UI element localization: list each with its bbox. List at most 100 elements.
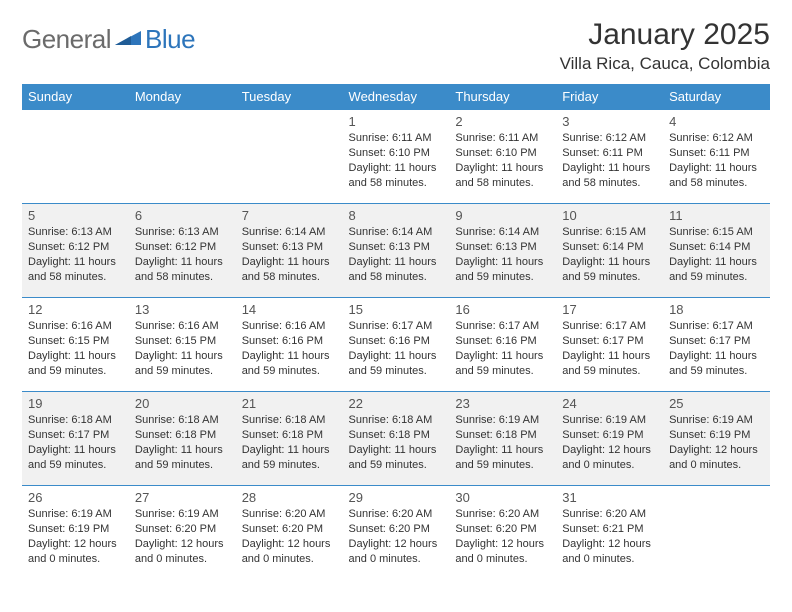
day-info: Sunrise: 6:18 AMSunset: 6:18 PMDaylight:… [242,413,337,472]
day-day1: Daylight: 11 hours [562,349,657,364]
day-sunrise: Sunrise: 6:19 AM [669,413,764,428]
calendar-cell: 22Sunrise: 6:18 AMSunset: 6:18 PMDayligh… [343,392,450,486]
day-number: 4 [669,114,764,129]
day-sunset: Sunset: 6:11 PM [562,146,657,161]
day-day2: and 59 minutes. [669,270,764,285]
day-sunset: Sunset: 6:20 PM [455,522,550,537]
day-day2: and 59 minutes. [455,458,550,473]
day-number: 29 [349,490,444,505]
day-sunset: Sunset: 6:12 PM [135,240,230,255]
calendar-cell: 14Sunrise: 6:16 AMSunset: 6:16 PMDayligh… [236,298,343,392]
day-sunset: Sunset: 6:18 PM [455,428,550,443]
day-day1: Daylight: 11 hours [669,349,764,364]
day-number: 17 [562,302,657,317]
day-info: Sunrise: 6:18 AMSunset: 6:18 PMDaylight:… [349,413,444,472]
calendar-cell [129,110,236,204]
day-sunset: Sunset: 6:15 PM [28,334,123,349]
day-info: Sunrise: 6:19 AMSunset: 6:19 PMDaylight:… [562,413,657,472]
day-info: Sunrise: 6:16 AMSunset: 6:15 PMDaylight:… [135,319,230,378]
day-sunrise: Sunrise: 6:13 AM [28,225,123,240]
day-sunset: Sunset: 6:13 PM [349,240,444,255]
calendar-week: 12 Sunrise: 6:16 AMSunset: 6:15 PMDayligh… [22,298,770,392]
location: Villa Rica, Cauca, Colombia [560,54,770,74]
day-day2: and 58 minutes. [28,270,123,285]
day-day1: Daylight: 12 hours [242,537,337,552]
day-number: 25 [669,396,764,411]
day-sunset: Sunset: 6:18 PM [242,428,337,443]
calendar-cell: 31Sunrise: 6:20 AMSunset: 6:21 PMDayligh… [556,486,663,580]
day-number: 15 [349,302,444,317]
day-sunset: Sunset: 6:14 PM [562,240,657,255]
day-number: 12 [28,302,123,317]
day-info: Sunrise: 6:14 AMSunset: 6:13 PMDaylight:… [349,225,444,284]
day-sunset: Sunset: 6:21 PM [562,522,657,537]
calendar-cell: 15Sunrise: 6:17 AMSunset: 6:16 PMDayligh… [343,298,450,392]
weekday-header: Sunday [22,84,129,110]
day-sunrise: Sunrise: 6:20 AM [455,507,550,522]
day-day1: Daylight: 11 hours [455,255,550,270]
day-sunrise: Sunrise: 6:14 AM [349,225,444,240]
calendar-body: 1Sunrise: 6:11 AMSunset: 6:10 PMDaylight… [22,110,770,580]
day-number: 20 [135,396,230,411]
calendar-week: 26Sunrise: 6:19 AMSunset: 6:19 PMDayligh… [22,486,770,580]
day-day2: and 59 minutes. [28,364,123,379]
day-day1: Daylight: 11 hours [135,443,230,458]
day-info: Sunrise: 6:17 AMSunset: 6:17 PMDaylight:… [669,319,764,378]
day-day2: and 59 minutes. [455,364,550,379]
month-title: January 2025 [560,18,770,52]
day-day1: Daylight: 11 hours [135,255,230,270]
day-sunrise: Sunrise: 6:18 AM [349,413,444,428]
day-day2: and 59 minutes. [28,458,123,473]
day-day2: and 0 minutes. [562,552,657,567]
day-sunrise: Sunrise: 6:19 AM [562,413,657,428]
day-day1: Daylight: 11 hours [28,443,123,458]
calendar-cell: 4Sunrise: 6:12 AMSunset: 6:11 PMDaylight… [663,110,770,204]
day-number: 13 [135,302,230,317]
day-sunrise: Sunrise: 6:14 AM [455,225,550,240]
day-info: Sunrise: 6:14 AMSunset: 6:13 PMDaylight:… [242,225,337,284]
day-sunrise: Sunrise: 6:13 AM [135,225,230,240]
calendar-cell: 18Sunrise: 6:17 AMSunset: 6:17 PMDayligh… [663,298,770,392]
calendar-cell: 7Sunrise: 6:14 AMSunset: 6:13 PMDaylight… [236,204,343,298]
calendar-week: 5Sunrise: 6:13 AMSunset: 6:12 PMDaylight… [22,204,770,298]
day-sunrise: Sunrise: 6:19 AM [28,507,123,522]
day-info: Sunrise: 6:11 AMSunset: 6:10 PMDaylight:… [349,131,444,190]
day-info: Sunrise: 6:20 AMSunset: 6:20 PMDaylight:… [242,507,337,566]
day-day2: and 58 minutes. [349,270,444,285]
day-day2: and 59 minutes. [242,364,337,379]
day-day2: and 59 minutes. [349,458,444,473]
calendar-cell: 27Sunrise: 6:19 AMSunset: 6:20 PMDayligh… [129,486,236,580]
day-day2: and 59 minutes. [669,364,764,379]
day-sunrise: Sunrise: 6:15 AM [562,225,657,240]
weekday-row: Sunday Monday Tuesday Wednesday Thursday… [22,84,770,110]
day-sunset: Sunset: 6:17 PM [28,428,123,443]
day-day1: Daylight: 11 hours [242,443,337,458]
day-sunrise: Sunrise: 6:18 AM [28,413,123,428]
day-sunset: Sunset: 6:10 PM [455,146,550,161]
day-sunset: Sunset: 6:13 PM [242,240,337,255]
day-sunrise: Sunrise: 6:19 AM [135,507,230,522]
title-block: January 2025 Villa Rica, Cauca, Colombia [560,18,770,74]
day-day1: Daylight: 11 hours [669,161,764,176]
day-number: 27 [135,490,230,505]
day-sunrise: Sunrise: 6:20 AM [242,507,337,522]
day-day2: and 58 minutes. [562,176,657,191]
day-sunrise: Sunrise: 6:18 AM [242,413,337,428]
day-number: 11 [669,208,764,223]
calendar-cell: 9Sunrise: 6:14 AMSunset: 6:13 PMDaylight… [449,204,556,298]
header: General Blue January 2025 Villa Rica, Ca… [22,18,770,74]
calendar-cell [22,110,129,204]
day-day1: Daylight: 12 hours [349,537,444,552]
day-sunrise: Sunrise: 6:17 AM [349,319,444,334]
day-day2: and 58 minutes. [135,270,230,285]
day-day1: Daylight: 11 hours [562,161,657,176]
day-day1: Daylight: 11 hours [28,255,123,270]
calendar-table: Sunday Monday Tuesday Wednesday Thursday… [22,84,770,580]
calendar-cell: 21Sunrise: 6:18 AMSunset: 6:18 PMDayligh… [236,392,343,486]
calendar-week: 19Sunrise: 6:18 AMSunset: 6:17 PMDayligh… [22,392,770,486]
calendar-cell: 12Sunrise: 6:16 AMSunset: 6:15 PMDayligh… [22,298,129,392]
day-info: Sunrise: 6:20 AMSunset: 6:20 PMDaylight:… [455,507,550,566]
day-day2: and 58 minutes. [669,176,764,191]
day-info: Sunrise: 6:13 AMSunset: 6:12 PMDaylight:… [28,225,123,284]
day-day2: and 58 minutes. [242,270,337,285]
